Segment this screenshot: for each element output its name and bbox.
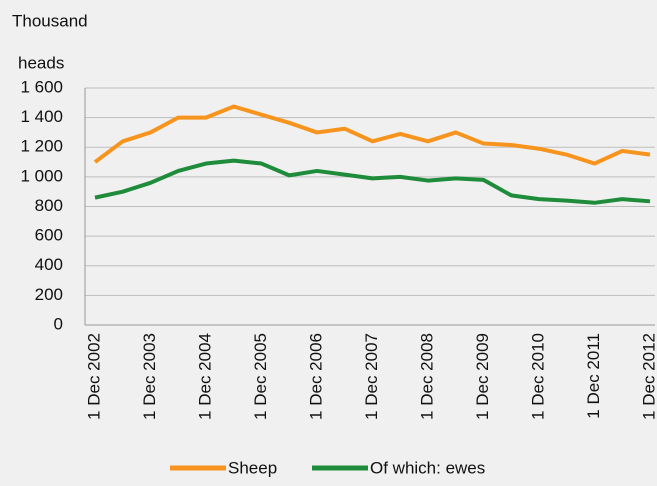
- x-tick-label: 1 Dec 2008: [417, 333, 436, 420]
- y-tick-label: 1 400: [20, 107, 63, 126]
- x-tick-label: 1 Dec 2010: [528, 333, 547, 420]
- x-tick-label: 1 Dec 2002: [84, 333, 103, 420]
- x-tick-label: 1 Dec 2004: [195, 333, 214, 420]
- y-tick-label: 1 000: [20, 166, 63, 185]
- x-tick-label: 1 Dec 2009: [473, 333, 492, 420]
- x-tick-label: 1 Dec 2007: [362, 333, 381, 420]
- legend-label: Of which: ewes: [370, 458, 485, 477]
- y-tick-label: 600: [35, 226, 63, 245]
- x-tick-label: 1 Dec 2012: [639, 333, 657, 420]
- y-tick-label: 1 200: [20, 137, 63, 156]
- series-line: [94, 158, 651, 205]
- legend-label: Sheep: [228, 458, 277, 477]
- series-line: [93, 104, 651, 166]
- y-tick-label: 400: [35, 255, 63, 274]
- x-tick-label: 1 Dec 2006: [306, 333, 325, 420]
- x-tick-label: 1 Dec 2011: [584, 333, 603, 419]
- y-tick-label: 200: [35, 285, 63, 304]
- y-tick-label: 1 600: [20, 77, 63, 96]
- y-tick-label: 800: [35, 196, 63, 215]
- y-axis-label: Thousand: [12, 11, 88, 30]
- y-axis-label: heads: [18, 53, 64, 72]
- x-tick-label: 1 Dec 2005: [251, 333, 270, 420]
- x-tick-label: 1 Dec 2003: [140, 333, 159, 420]
- y-tick-label: 0: [54, 314, 63, 333]
